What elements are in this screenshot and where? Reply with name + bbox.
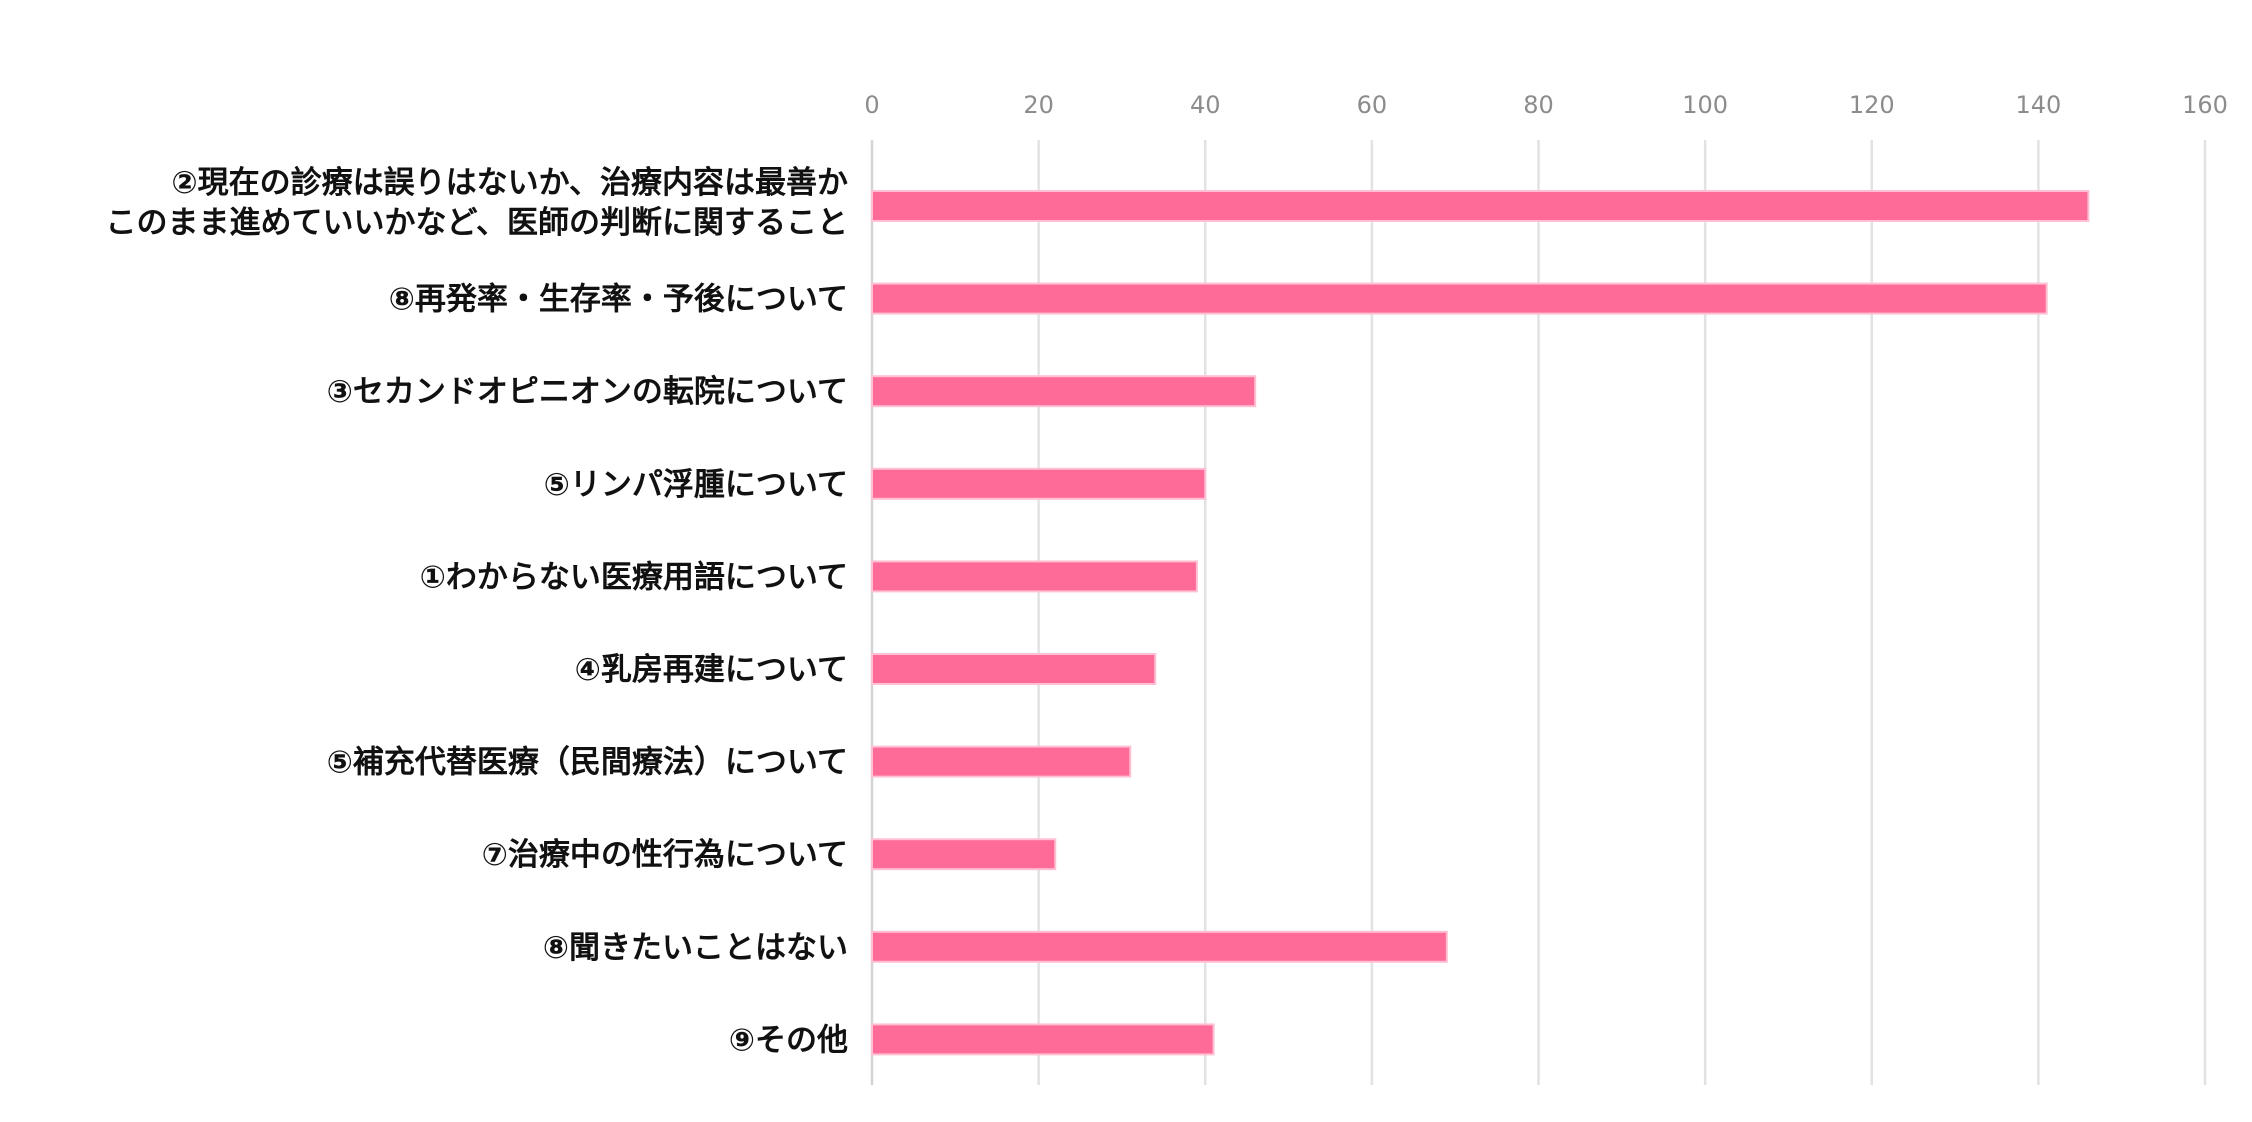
x-tick-label: 100 bbox=[1682, 91, 1728, 119]
category-label: ④乳房再建について bbox=[575, 652, 848, 688]
category-label: ①わからない医療用語について bbox=[420, 559, 848, 595]
category-label: ⑤リンパ浮腫について bbox=[544, 467, 848, 503]
x-tick-label: 60 bbox=[1357, 91, 1388, 119]
bar bbox=[871, 745, 1132, 778]
bar bbox=[871, 467, 1207, 500]
bar bbox=[871, 375, 1257, 408]
category-label: ⑤補充代替医療（民間療法）について bbox=[327, 745, 848, 781]
x-axis-ticks: 0 20 40 60 80 100 120 140 160 bbox=[864, 91, 2228, 119]
x-tick-label: 20 bbox=[1023, 91, 1054, 119]
x-tick-label: 80 bbox=[1523, 91, 1554, 119]
x-tick-label: 0 bbox=[864, 91, 879, 119]
bar bbox=[871, 653, 1157, 685]
bar bbox=[871, 560, 1198, 593]
category-label: ⑧再発率・生存率・予後について bbox=[389, 282, 848, 318]
category-label: ⑦治療中の性行為について bbox=[482, 837, 848, 873]
bar bbox=[871, 190, 2090, 222]
x-tick-label: 140 bbox=[2015, 91, 2061, 119]
x-tick-label: 160 bbox=[2182, 91, 2228, 119]
bar bbox=[871, 930, 1448, 963]
category-label: ③セカンドオピニオンの転院について bbox=[327, 374, 848, 410]
x-tick-label: 40 bbox=[1190, 91, 1221, 119]
bars bbox=[871, 190, 2090, 1056]
category-labels: ②現在の診療は誤りはないか、治療内容は最善かこのまま進めていいかなど、医師の判断… bbox=[106, 165, 848, 1058]
category-label: ⑧聞きたいことはない bbox=[543, 930, 848, 966]
category-label: ②現在の診療は誤りはないか、治療内容は最善か bbox=[171, 165, 848, 201]
bar bbox=[871, 282, 2048, 315]
category-label: このまま進めていいかなど、医師の判断に関すること bbox=[106, 205, 848, 241]
bar bbox=[871, 1023, 1215, 1056]
category-label: ⑨その他 bbox=[729, 1022, 848, 1058]
x-tick-label: 120 bbox=[1849, 91, 1895, 119]
bar bbox=[871, 838, 1057, 871]
